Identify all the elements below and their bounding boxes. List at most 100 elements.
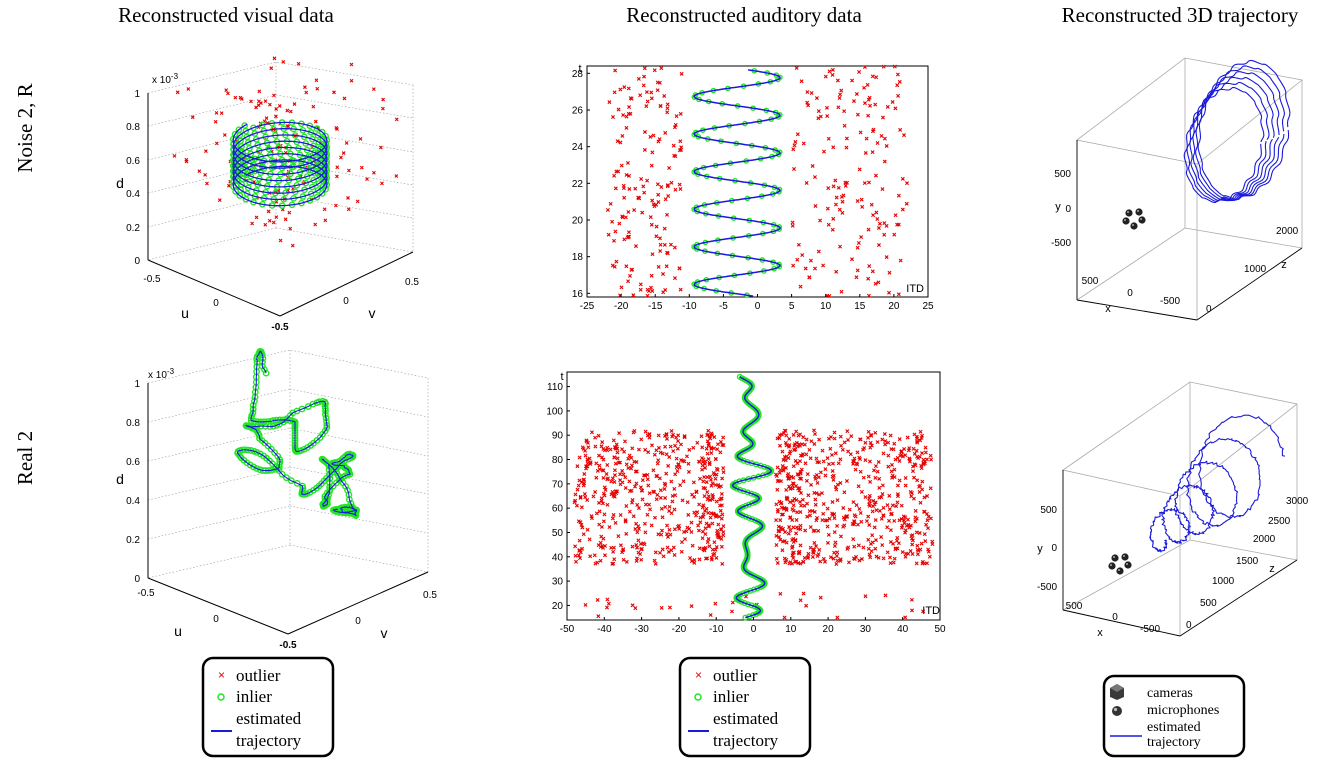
outlier-point [913, 519, 918, 524]
outlier-point [583, 453, 588, 458]
outlier-point [709, 483, 714, 488]
microphone-marker [1130, 222, 1138, 230]
outlier-point [689, 530, 694, 535]
outlier-point [923, 445, 928, 450]
outlier-point [910, 542, 915, 547]
outlier-point [838, 557, 843, 562]
outlier-point [705, 490, 710, 495]
outlier-point [715, 447, 720, 452]
outlier-point [608, 201, 613, 206]
outlier-point [573, 553, 578, 558]
outlier-point [876, 459, 881, 464]
outlier-point [796, 242, 801, 247]
outlier-point [605, 463, 610, 467]
outlier-point [692, 510, 697, 515]
outlier-point [795, 510, 800, 515]
outlier-point [205, 181, 209, 186]
outlier-point [226, 91, 230, 96]
outlier-point [620, 447, 625, 452]
outlier-point [922, 495, 927, 500]
outlier-point [833, 451, 838, 456]
outlier-point [597, 467, 602, 472]
outlier-point [923, 450, 928, 455]
outlier-point [618, 460, 623, 465]
outlier-point [323, 218, 328, 223]
outlier-point [721, 533, 726, 538]
outlier-point [579, 505, 584, 510]
outlier-point [604, 471, 609, 476]
outlier-point [863, 495, 868, 500]
outlier-point [870, 509, 875, 514]
outlier-point [790, 561, 795, 566]
outlier-point [814, 544, 819, 549]
outlier-point [830, 67, 835, 72]
outlier-point [819, 491, 824, 496]
outlier-point [646, 450, 651, 455]
legend-estimated: estimated [1147, 720, 1201, 735]
inlier-point [283, 415, 291, 422]
outlier-point [601, 447, 606, 452]
outlier-point [290, 243, 295, 248]
outlier-point [713, 476, 718, 481]
outlier-point [654, 234, 659, 239]
box-top [1076, 57, 1303, 165]
outlier-point [788, 486, 793, 491]
v-tick-neg: -0.5 [279, 640, 297, 651]
legend-inlier: inlier [236, 687, 272, 706]
outlier-point [653, 561, 658, 566]
outlier-point [823, 467, 828, 472]
outlier-point [897, 478, 902, 483]
inlier-point [313, 125, 321, 132]
outlier-point [798, 527, 803, 532]
outlier-point [687, 526, 692, 531]
outlier-point [710, 497, 715, 502]
outlier-point [582, 472, 587, 477]
outlier-point [629, 455, 634, 460]
outlier-point [884, 255, 889, 260]
outlier-point [839, 289, 844, 294]
sensor-highlight [1140, 218, 1142, 220]
outlier-point [828, 446, 833, 451]
outlier-point [642, 190, 647, 195]
inlier-point [287, 477, 295, 485]
inlier-point [318, 159, 325, 167]
inlier-point [746, 501, 753, 508]
outlier-point [618, 87, 623, 92]
outlier-point [822, 149, 826, 154]
outlier-point [842, 490, 847, 495]
outlier-point [821, 263, 826, 268]
outlier-point [905, 517, 910, 522]
outlier-point [704, 480, 709, 485]
outlier-point [621, 183, 626, 188]
outlier-point [666, 194, 671, 199]
outlier-point [875, 469, 880, 474]
outlier-point [796, 486, 801, 491]
outlier-point [798, 598, 803, 603]
outlier-point [651, 489, 656, 494]
outlier-point [602, 512, 607, 517]
inlier-point [318, 128, 326, 136]
z-tick-0.2: 0.2 [126, 535, 140, 546]
outlier-point [721, 524, 726, 529]
outlier-point [792, 448, 797, 452]
outlier-point [610, 516, 615, 521]
outlier-point [611, 512, 616, 517]
outlier-point [893, 546, 898, 551]
z-tick-0.6: 0.6 [126, 457, 140, 468]
outlier-point [891, 447, 896, 452]
outlier-point [664, 452, 669, 457]
sensor-highlight [1123, 555, 1125, 557]
outlier-point [837, 207, 842, 212]
outlier-point [624, 504, 629, 509]
outlier-point [867, 264, 872, 269]
outlier-point [658, 450, 663, 455]
outlier-point [667, 166, 672, 170]
outlier-point [610, 219, 615, 224]
outlier-point [892, 518, 897, 523]
outlier-point [690, 543, 695, 548]
inlier-point [749, 516, 756, 523]
outlier-point [892, 64, 897, 69]
outlier-point [868, 555, 873, 560]
x-tick-label: 30 [860, 624, 872, 635]
